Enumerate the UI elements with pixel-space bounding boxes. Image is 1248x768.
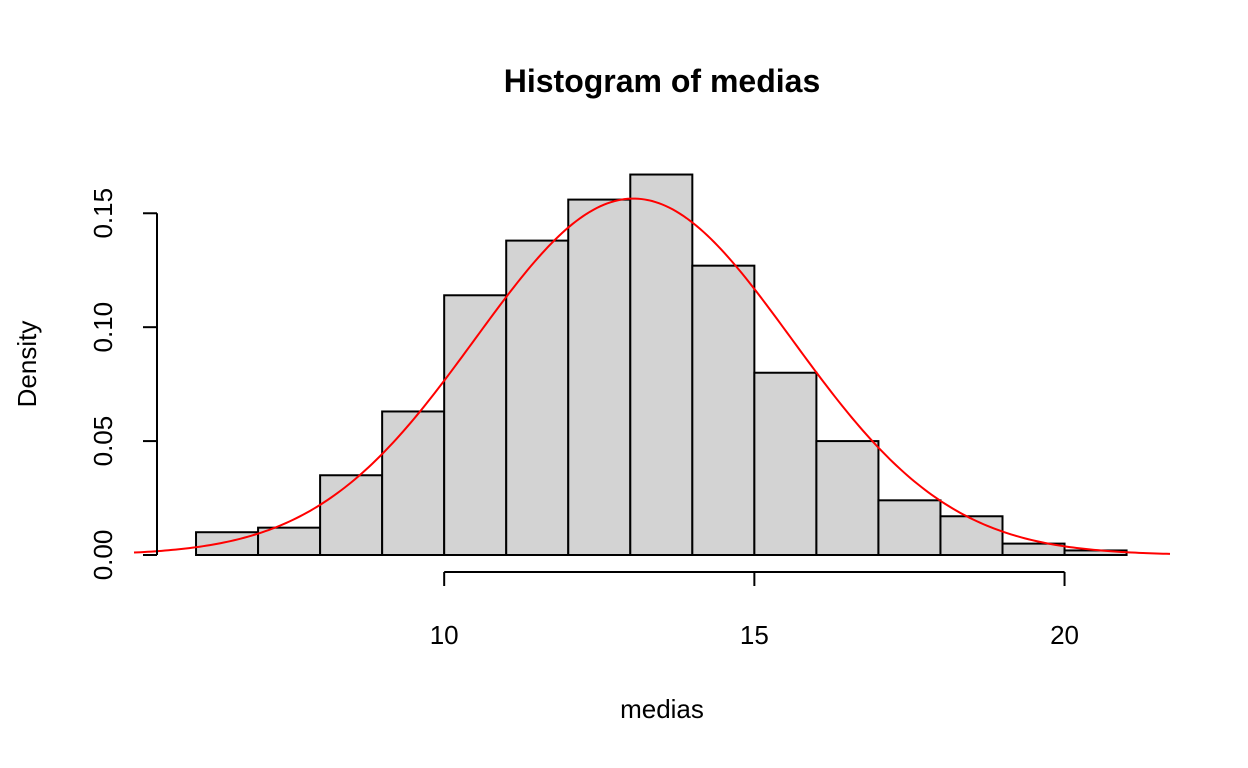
x-axis-label: medias	[620, 694, 704, 724]
density-curve	[133, 197, 1171, 555]
bar-6	[567, 198, 632, 556]
x-axis: 10 15 20	[430, 571, 1079, 650]
chart-title: Histogram of medias	[504, 63, 821, 99]
bars-group	[195, 173, 1128, 557]
y-tick-label-2: 0.10	[88, 302, 118, 353]
bar-3	[381, 410, 446, 557]
bar-2	[319, 474, 384, 557]
y-axis-label: Density	[12, 321, 42, 408]
bar-4	[443, 294, 508, 556]
bar-8	[691, 264, 756, 556]
bar-7	[629, 173, 694, 556]
bar-9	[753, 371, 818, 556]
x-tick-label-2: 20	[1050, 620, 1079, 650]
x-tick-label-1: 15	[740, 620, 769, 650]
y-tick-label-1: 0.05	[88, 416, 118, 467]
y-tick-label-3: 0.15	[88, 188, 118, 239]
bar-11	[877, 499, 942, 557]
bar-10	[815, 440, 880, 556]
bar-13	[1001, 542, 1066, 557]
bar-12	[939, 515, 1004, 557]
bar-1	[257, 526, 322, 557]
y-tick-label-0: 0.00	[88, 530, 118, 581]
x-tick-label-0: 10	[430, 620, 459, 650]
y-axis: 0.00 0.05 0.10 0.15	[88, 188, 158, 581]
bar-5	[505, 239, 570, 557]
